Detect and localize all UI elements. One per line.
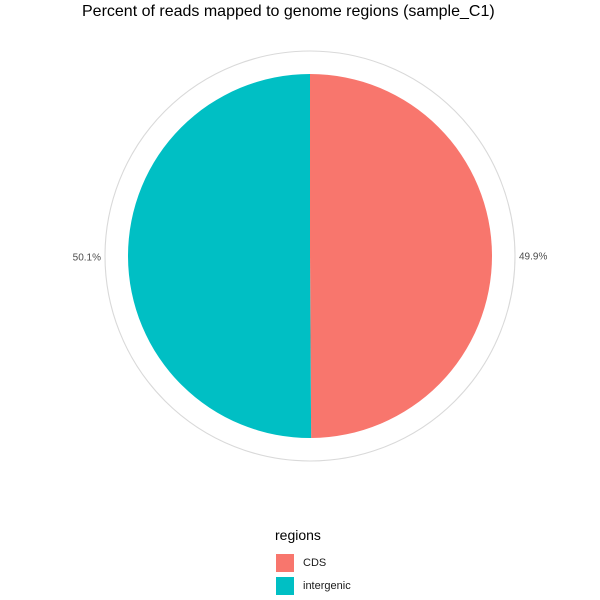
pie-slice-intergenic <box>128 74 312 438</box>
legend-title: regions <box>275 527 321 543</box>
pie-slice-cds <box>310 74 493 438</box>
legend-item-intergenic: intergenic <box>275 574 351 597</box>
legend-swatch-cds <box>275 552 295 573</box>
legend-item-cds: CDS <box>275 551 351 574</box>
slice-label-cds: 49.9% <box>519 251 547 262</box>
pie-slices <box>128 74 493 438</box>
chart-title: Percent of reads mapped to genome region… <box>82 3 495 20</box>
outer-grid-ring <box>104 50 516 462</box>
legend-swatch-intergenic <box>275 575 295 596</box>
legend: regions CDS intergenic <box>275 527 351 597</box>
slice-label-intergenic: 50.1% <box>73 253 101 264</box>
slice-labels: 49.9% 50.1% <box>73 251 548 263</box>
legend-label-cds: CDS <box>303 556 327 569</box>
legend-label-intergenic: intergenic <box>303 579 351 592</box>
